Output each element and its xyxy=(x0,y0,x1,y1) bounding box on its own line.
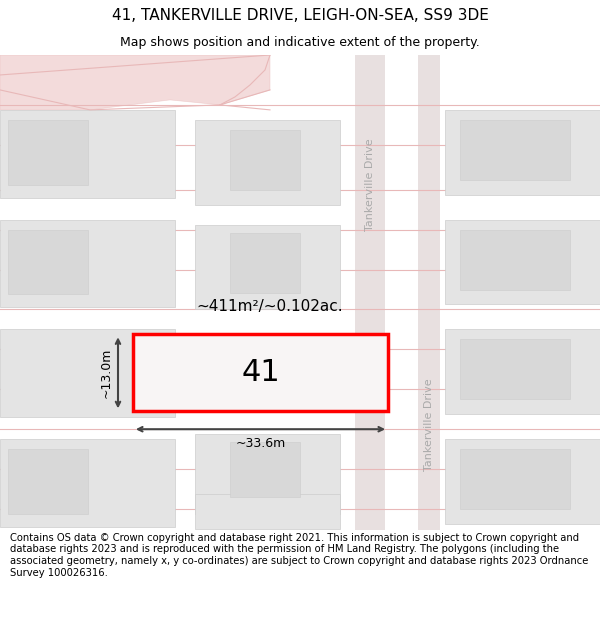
Text: 41: 41 xyxy=(241,358,280,387)
Bar xyxy=(133,334,388,411)
Text: Map shows position and indicative extent of the property.: Map shows position and indicative extent… xyxy=(120,36,480,49)
Text: Tankerville Drive: Tankerville Drive xyxy=(365,138,375,231)
Bar xyxy=(230,232,300,292)
Text: ~411m²/~0.102ac.: ~411m²/~0.102ac. xyxy=(197,299,343,314)
Bar xyxy=(418,55,440,530)
Bar xyxy=(8,229,88,294)
Bar xyxy=(355,55,385,530)
Text: ~33.6m: ~33.6m xyxy=(235,438,286,450)
Bar xyxy=(255,346,355,399)
Bar xyxy=(195,224,340,309)
Bar xyxy=(230,442,300,497)
Bar xyxy=(460,120,570,180)
Bar xyxy=(445,219,600,304)
Bar xyxy=(460,449,570,509)
Bar xyxy=(230,130,300,190)
Bar xyxy=(0,439,175,527)
Text: Tankerville Drive: Tankerville Drive xyxy=(424,378,434,471)
Bar xyxy=(445,110,600,195)
Bar xyxy=(445,329,600,414)
Bar xyxy=(0,219,175,308)
Bar xyxy=(0,329,175,418)
Bar xyxy=(0,110,175,198)
Bar xyxy=(8,449,88,514)
Text: 41, TANKERVILLE DRIVE, LEIGH-ON-SEA, SS9 3DE: 41, TANKERVILLE DRIVE, LEIGH-ON-SEA, SS9… xyxy=(112,8,488,23)
Bar xyxy=(460,229,570,289)
Bar xyxy=(445,439,600,524)
Bar xyxy=(195,120,340,204)
Bar xyxy=(460,339,570,399)
Text: Contains OS data © Crown copyright and database right 2021. This information is : Contains OS data © Crown copyright and d… xyxy=(10,533,589,578)
Bar xyxy=(8,120,88,185)
Bar xyxy=(195,494,340,529)
Text: ~13.0m: ~13.0m xyxy=(100,348,113,398)
Bar xyxy=(195,434,340,514)
Polygon shape xyxy=(0,55,270,110)
